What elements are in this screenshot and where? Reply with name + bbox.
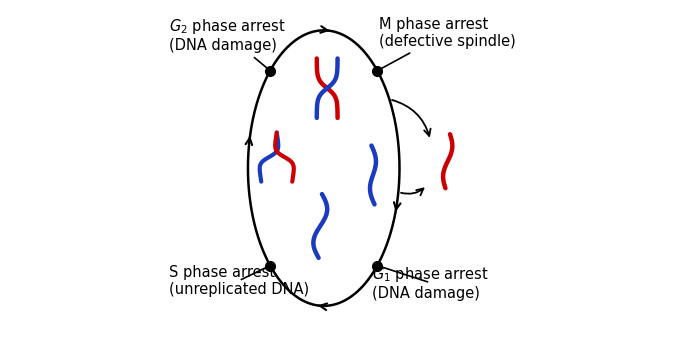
Text: $G_1$ phase arrest
(DNA damage): $G_1$ phase arrest (DNA damage) [372,265,489,301]
Text: S phase arrest
(unreplicated DNA): S phase arrest (unreplicated DNA) [169,265,309,297]
Text: M phase arrest
(defective spindle): M phase arrest (defective spindle) [379,16,516,69]
Text: $G_2$ phase arrest
(DNA damage): $G_2$ phase arrest (DNA damage) [169,16,286,69]
